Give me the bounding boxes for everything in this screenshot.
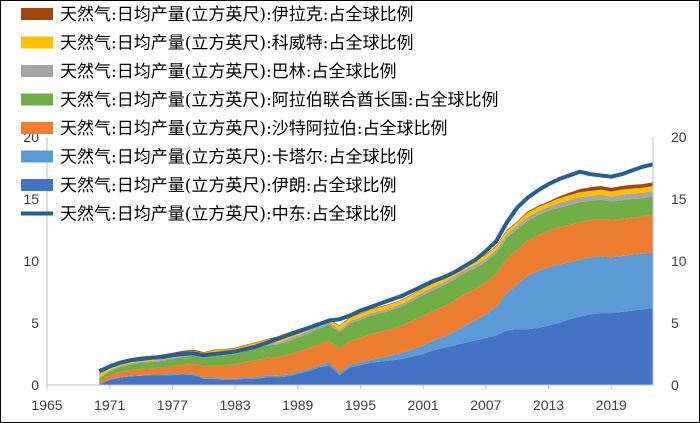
right-tick-label: 15: [671, 191, 687, 207]
right-tick-label: 20: [671, 129, 687, 145]
legend-label: 天然气:日均产量(立方英尺):伊拉克:占全球比例: [60, 5, 413, 25]
legend: 天然气:日均产量(立方英尺):伊拉克:占全球比例天然气:日均产量(立方英尺):科…: [21, 5, 498, 225]
right-tick-label: 0: [671, 377, 679, 393]
legend-label: 天然气:日均产量(立方英尺):中东:占全球比例: [60, 205, 396, 225]
x-tick-label: 1965: [31, 397, 62, 413]
legend-label: 天然气:日均产量(立方英尺):沙特阿拉伯:占全球比例: [60, 119, 447, 139]
legend-swatch: [21, 150, 53, 163]
line-series: [98, 162, 654, 374]
x-tick-label: 1989: [282, 397, 313, 413]
x-tick-label: 2013: [533, 397, 564, 413]
legend-swatch: [21, 93, 53, 106]
right-tick-label: 5: [671, 315, 679, 331]
legend-swatch: [21, 179, 53, 191]
left-tick-label: 10: [23, 253, 39, 269]
legend-swatch: [21, 122, 53, 134]
legend-label: 天然气:日均产量(立方英尺):伊朗:占全球比例: [60, 176, 396, 196]
area-series-0: [99, 308, 654, 385]
left-tick-label: 5: [31, 315, 39, 331]
area-series-2: [99, 214, 654, 384]
left-tick-label: 0: [31, 377, 39, 393]
legend-swatch: [21, 8, 53, 20]
legend-label: 天然气:日均产量(立方英尺):科威特:占全球比例: [60, 34, 413, 54]
legend-swatch: [21, 65, 53, 77]
legend-label: 天然气:日均产量(立方英尺):卡塔尔:占全球比例: [60, 148, 413, 168]
area-series-3: [99, 196, 654, 382]
line-series-0: [98, 162, 654, 374]
x-tick-label: 1977: [157, 397, 188, 413]
legend-label: 天然气:日均产量(立方英尺):巴林:占全球比例: [60, 62, 396, 82]
area-series-1: [99, 252, 654, 385]
legend-label: 天然气:日均产量(立方英尺):阿拉伯联合酋长国:占全球比例: [60, 91, 498, 111]
x-tick-label: 1983: [219, 397, 250, 413]
x-tick-label: 1995: [345, 397, 376, 413]
x-tick-label: 2007: [470, 397, 501, 413]
left-tick-label: 15: [23, 191, 39, 207]
x-tick-label: 2001: [408, 397, 439, 413]
x-tick-label: 2019: [596, 397, 627, 413]
legend-swatch: [21, 36, 53, 49]
x-tick-label: 1971: [94, 397, 125, 413]
right-tick-label: 10: [671, 253, 687, 269]
